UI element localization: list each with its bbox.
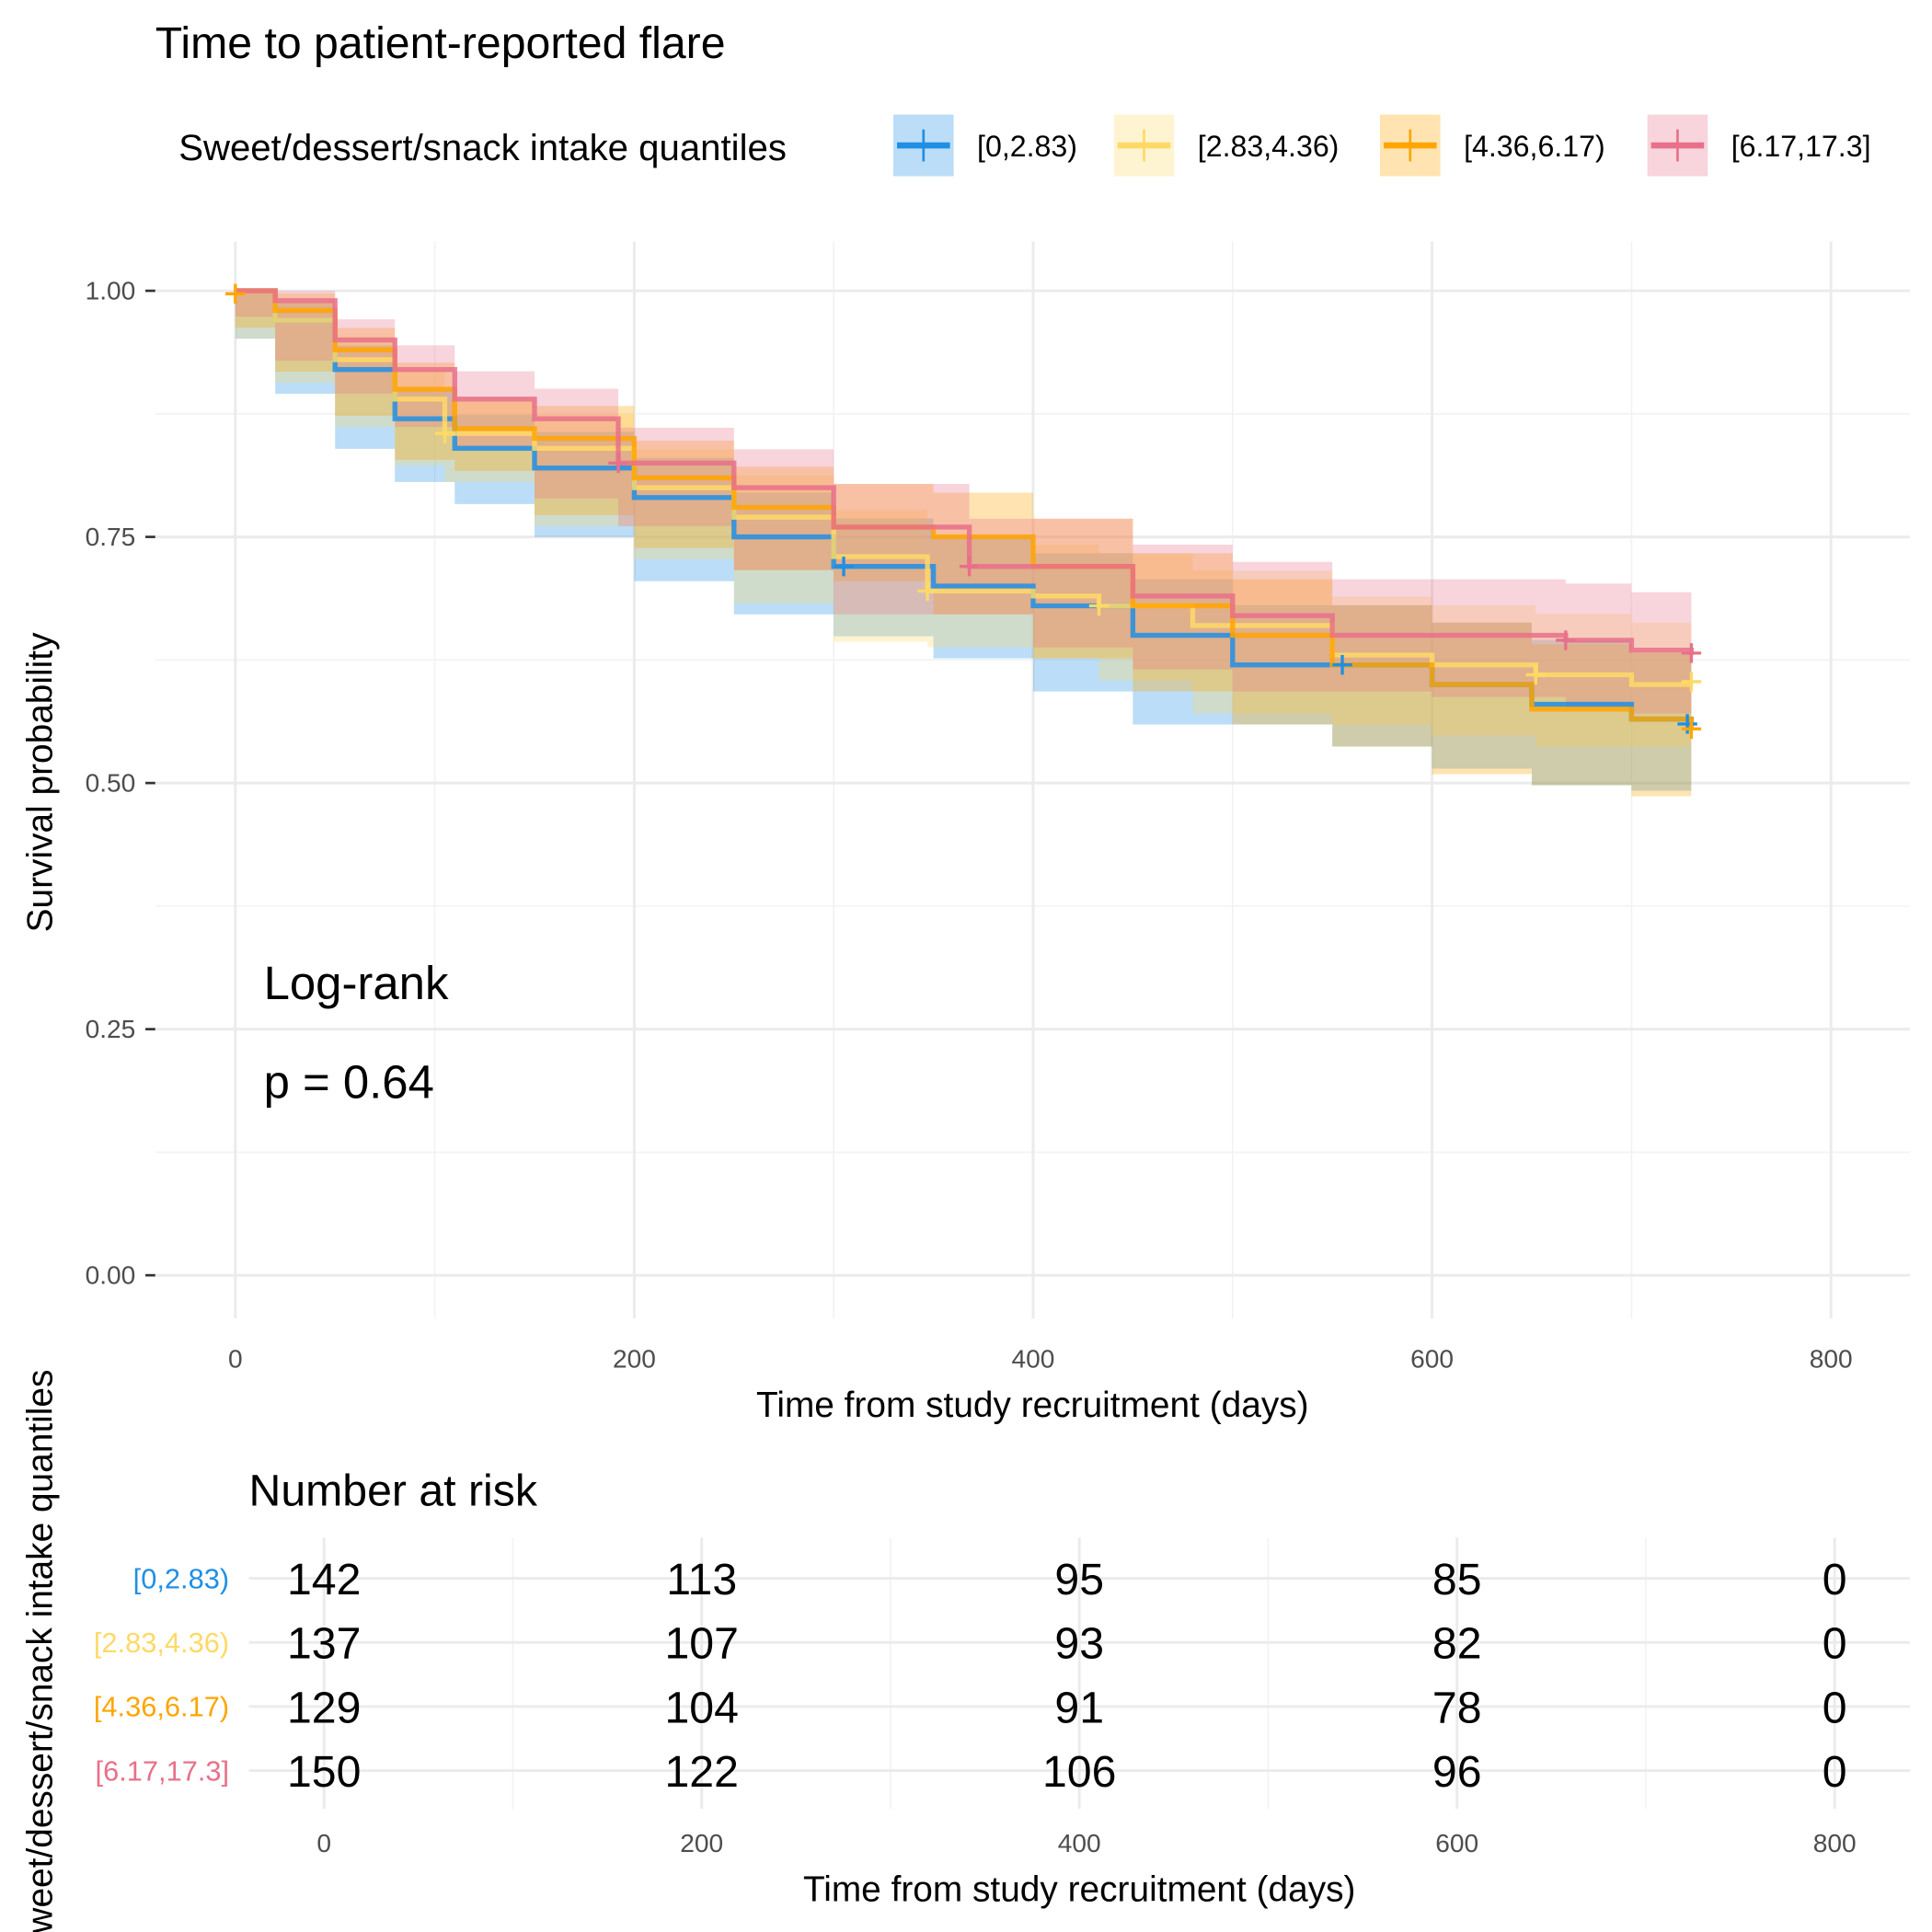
plot-grid [155, 241, 1910, 1319]
risk-x-tick-label: 200 [680, 1829, 723, 1857]
legend: Sweet/dessert/snack intake quantiles [0,… [178, 114, 1871, 177]
censor-marks [225, 283, 1702, 739]
risk-row-label: [0,2.83) [133, 1562, 229, 1594]
legend-label: [0,2.83) [977, 130, 1077, 163]
ci-band [235, 291, 1692, 747]
risk-value: 0 [1823, 1619, 1847, 1669]
y-axis-title: Survival probability [20, 632, 60, 932]
risk-table-title: Number at risk [249, 1466, 538, 1516]
legend-label: [2.83,4.36) [1198, 130, 1340, 163]
x-tick-label: 400 [1012, 1345, 1055, 1374]
risk-x-tick-label: 400 [1058, 1829, 1101, 1857]
risk-value: 93 [1054, 1619, 1104, 1669]
y-tick-label: 0.50 [86, 768, 136, 797]
y-tick-label: 1.00 [86, 276, 136, 305]
legend-title: Sweet/dessert/snack intake quantiles [178, 127, 787, 168]
risk-table-x-title: Time from study recruitment (days) [803, 1870, 1356, 1910]
y-tick-label: 0.25 [86, 1015, 136, 1043]
risk-x-tick-label: 800 [1813, 1829, 1857, 1857]
risk-table-y-title: Sweet/dessert/snack intake quantiles [20, 1370, 60, 1932]
x-axis-title: Time from study recruitment (days) [756, 1386, 1309, 1425]
confidence-bands [235, 291, 1692, 797]
legend-label: [6.17,17.3] [1731, 130, 1871, 163]
risk-value: 104 [665, 1683, 739, 1732]
x-tick-label: 200 [613, 1345, 656, 1374]
risk-value: 122 [665, 1747, 739, 1797]
risk-value: 0 [1823, 1555, 1847, 1604]
survival-curves [235, 288, 1695, 730]
risk-value: 142 [287, 1555, 361, 1604]
legend-label: [4.36,6.17) [1464, 130, 1605, 163]
risk-value: 113 [666, 1555, 737, 1604]
risk-value: 91 [1054, 1683, 1104, 1732]
x-tick-label: 600 [1410, 1345, 1454, 1374]
risk-value: 78 [1432, 1683, 1482, 1732]
risk-value: 82 [1432, 1619, 1482, 1669]
y-tick-label: 0.00 [86, 1261, 136, 1290]
risk-value: 106 [1042, 1747, 1116, 1797]
risk-value: 129 [287, 1683, 361, 1732]
x-tick-label: 0 [228, 1345, 243, 1374]
risk-value: 107 [665, 1619, 739, 1669]
risk-value: 150 [287, 1747, 361, 1797]
risk-row-label: [6.17,17.3] [96, 1754, 230, 1787]
risk-value: 85 [1432, 1555, 1482, 1604]
logrank-label: Log-rank [264, 957, 449, 1009]
risk-value: 96 [1432, 1747, 1482, 1797]
risk-value: 95 [1054, 1555, 1104, 1604]
x-tick-label: 800 [1810, 1345, 1853, 1374]
risk-value: 137 [287, 1619, 361, 1669]
survival-curve [235, 288, 1695, 656]
chart-title: Time to patient-reported flare [155, 18, 726, 68]
risk-row-label: [4.36,6.17) [94, 1691, 229, 1723]
axes: 0.00 0.25 0.50 0.75 1.00 0 200 400 600 800 [86, 276, 1853, 1373]
risk-x-tick-label: 0 [316, 1829, 331, 1857]
risk-x-tick-label: 600 [1435, 1829, 1478, 1857]
y-tick-label: 0.75 [86, 523, 136, 551]
risk-row-label: [2.83,4.36) [94, 1627, 229, 1659]
p-value: p = 0.64 [264, 1055, 434, 1108]
risk-table: [0,2.83) 142 113 95 85 0 [2.83,4.36) 137 107 93 82… [94, 1537, 1910, 1857]
ci-band [235, 291, 1692, 714]
risk-value: 0 [1823, 1747, 1847, 1797]
risk-value: 0 [1823, 1683, 1847, 1732]
